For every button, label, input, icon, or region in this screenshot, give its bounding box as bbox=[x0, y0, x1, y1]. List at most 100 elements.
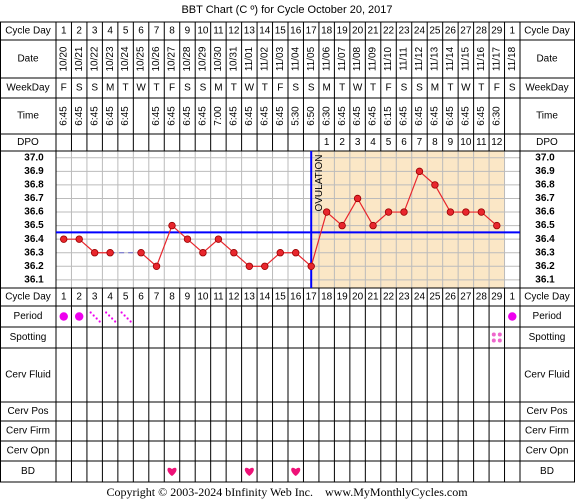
row-label-right: Period bbox=[533, 311, 562, 322]
times-cell: 6:45 bbox=[414, 106, 425, 126]
times-cell: 6:45 bbox=[275, 106, 286, 126]
temp-point bbox=[369, 221, 377, 230]
row-label: Cycle Day bbox=[5, 26, 51, 37]
y-tick-label: 36.9 bbox=[24, 166, 44, 177]
temp-point bbox=[353, 194, 362, 203]
dot bbox=[120, 311, 123, 314]
row-label-right: Cerv Fluid bbox=[524, 370, 570, 381]
temp-point bbox=[384, 208, 393, 216]
cycle_days-cell: 17 bbox=[306, 26, 318, 37]
dates-cell: 11/09 bbox=[368, 46, 379, 71]
dates-cell: 11/11 bbox=[399, 47, 410, 71]
weekdays-cell: S bbox=[200, 83, 207, 94]
temp-point bbox=[415, 167, 424, 176]
times-cell: 6:45 bbox=[198, 106, 209, 126]
weekdays-cell: S bbox=[416, 83, 423, 94]
weekdays-cell: W bbox=[461, 83, 471, 94]
times-cell: 7:00 bbox=[213, 106, 224, 126]
row-label-right: DPO bbox=[536, 137, 558, 148]
cycle_days-cell: 11 bbox=[213, 26, 224, 37]
times-cell: 6:15 bbox=[383, 106, 394, 126]
dot bbox=[491, 332, 496, 337]
weekdays-cell: W bbox=[353, 83, 363, 94]
y-tick-label: 36.1 bbox=[24, 275, 44, 286]
times-cell: 6:30 bbox=[321, 106, 332, 126]
dot bbox=[126, 317, 129, 320]
times-cell: 6:45 bbox=[105, 106, 116, 126]
cycle_days-cell: 7 bbox=[154, 26, 160, 37]
row-label: Cerv Pos bbox=[7, 406, 48, 417]
row-label: Time bbox=[17, 111, 39, 122]
bd-heart bbox=[167, 467, 177, 476]
cycle_days-cell: 16 bbox=[290, 292, 302, 303]
cycle_days-cell: 18 bbox=[321, 292, 333, 303]
cycle_days-cell: 25 bbox=[429, 26, 441, 37]
cycle_days-cell: 14 bbox=[259, 26, 271, 37]
cycle_days-cell: 15 bbox=[275, 26, 287, 37]
times-cell: 6:45 bbox=[399, 106, 410, 126]
cycle_days-cell: 27 bbox=[460, 292, 472, 303]
temp-point bbox=[60, 235, 68, 243]
dot bbox=[114, 320, 117, 323]
weekdays-cell: M bbox=[322, 83, 330, 94]
y-tick-label-right: 36.1 bbox=[535, 275, 555, 286]
weekdays-cell: S bbox=[509, 83, 516, 94]
cycle_days-cell: 5 bbox=[123, 292, 129, 303]
cycle_days-cell: 10 bbox=[197, 292, 209, 303]
weekdays-cell: F bbox=[169, 83, 175, 94]
dot bbox=[497, 338, 502, 343]
cycle_days-cell: 26 bbox=[445, 292, 457, 303]
row-label: BD bbox=[21, 466, 35, 477]
times-cell: 6:45 bbox=[352, 106, 363, 126]
weekdays-cell: T bbox=[262, 83, 268, 94]
weekdays-cell: F bbox=[385, 83, 391, 94]
fertile-shade bbox=[311, 151, 505, 288]
cycle_days-cell: 3 bbox=[92, 292, 98, 303]
weekdays-cell: T bbox=[231, 83, 237, 94]
cycle_days-cell: 16 bbox=[290, 26, 302, 37]
cycle_days-cell: 26 bbox=[445, 26, 457, 37]
dpo-cell: 2 bbox=[339, 137, 345, 148]
cycle_days-cell: 27 bbox=[460, 26, 472, 37]
cycle_days-cell: 2 bbox=[76, 26, 82, 37]
dot bbox=[123, 314, 126, 317]
weekdays-cell: S bbox=[184, 83, 191, 94]
cycle_days-cell: 2 bbox=[76, 292, 82, 303]
period-heavy bbox=[59, 312, 68, 321]
dates-cell: 11/16 bbox=[476, 46, 487, 71]
cycle_days-cell: 28 bbox=[476, 292, 488, 303]
dot bbox=[129, 320, 132, 323]
times-cell: 6:45 bbox=[461, 106, 472, 126]
cycle_days-cell: 20 bbox=[352, 26, 364, 37]
times-cell: 6:45 bbox=[167, 106, 178, 126]
weekdays-cell: F bbox=[61, 83, 67, 94]
dates-cell: 10/22 bbox=[89, 46, 100, 71]
times-cell: 6:30 bbox=[491, 106, 502, 126]
weekdays-cell: M bbox=[431, 83, 439, 94]
times-cell: 6:45 bbox=[120, 106, 131, 126]
dates-cell: 11/03 bbox=[275, 46, 286, 71]
temp-point bbox=[261, 262, 269, 270]
times-cell: 6:45 bbox=[58, 106, 69, 126]
temp-point bbox=[199, 249, 207, 257]
cycle_days-cell: 19 bbox=[337, 292, 349, 303]
dates-cell: 11/12 bbox=[414, 46, 425, 71]
dot bbox=[95, 317, 98, 320]
cycle_days-cell: 12 bbox=[228, 26, 240, 37]
row-label-right: Cerv Opn bbox=[526, 446, 569, 457]
cycle_days-cell: 8 bbox=[169, 292, 175, 303]
row-label: Cerv Fluid bbox=[5, 370, 51, 381]
y-tick-label-right: 36.9 bbox=[535, 166, 555, 177]
cycle_days-cell: 9 bbox=[185, 26, 191, 37]
dates-cell: 10/29 bbox=[198, 46, 209, 71]
dates-cell: 11/06 bbox=[321, 46, 332, 71]
weekdays-cell: W bbox=[136, 83, 146, 94]
weekdays-cell: T bbox=[339, 83, 345, 94]
row-label: Spotting bbox=[10, 332, 47, 343]
times-cell: 6:45 bbox=[430, 106, 441, 126]
temp-point bbox=[462, 208, 470, 216]
dot bbox=[105, 311, 108, 314]
dates-cell: 11/07 bbox=[337, 46, 348, 71]
temp-point bbox=[168, 221, 176, 230]
cycle_days-cell: 24 bbox=[414, 26, 426, 37]
